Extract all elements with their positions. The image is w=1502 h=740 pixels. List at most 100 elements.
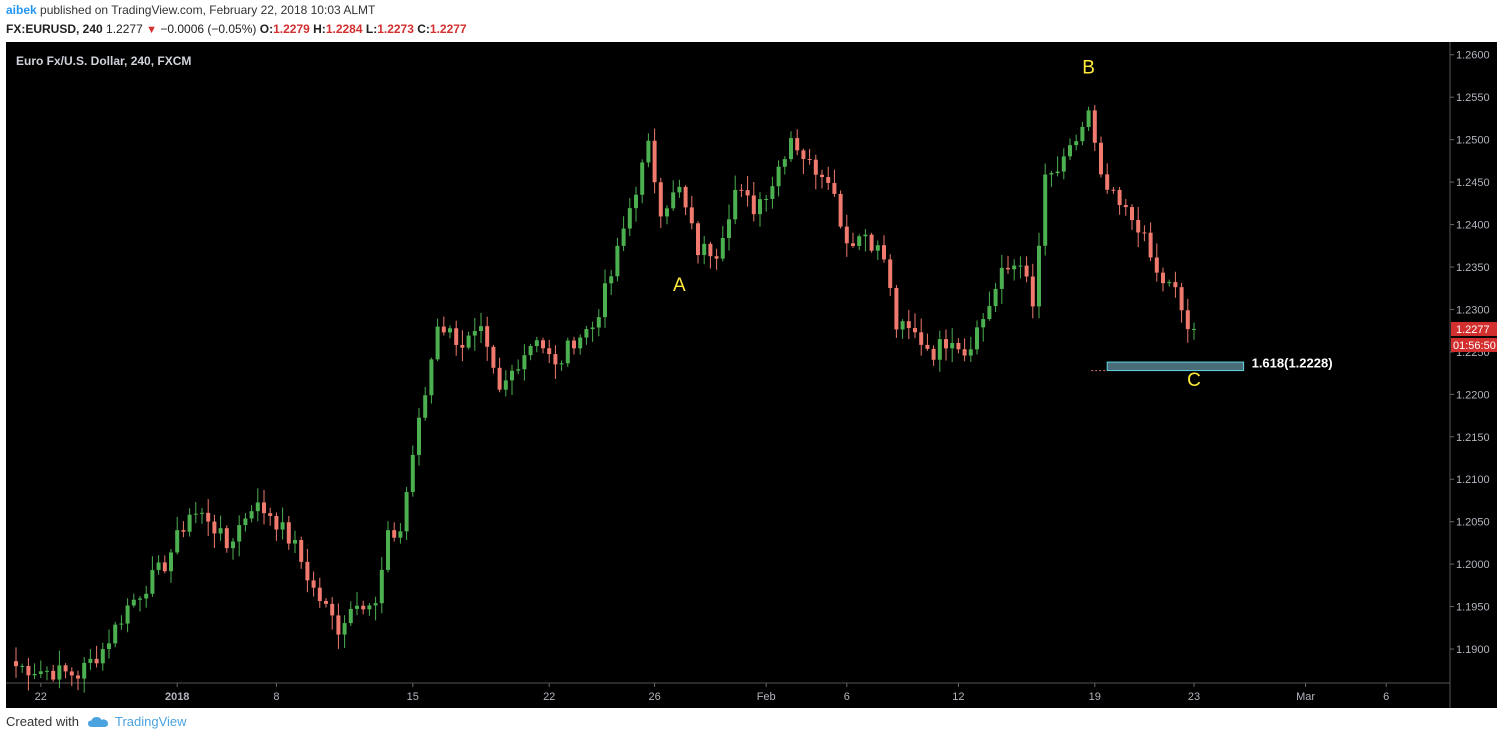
candle-body[interactable] — [324, 600, 328, 604]
candle-body[interactable] — [572, 340, 576, 349]
candle-body[interactable] — [348, 608, 353, 624]
candle-body[interactable] — [38, 671, 43, 674]
candle-body[interactable] — [708, 243, 713, 257]
candle-body[interactable] — [993, 288, 998, 307]
candle-body[interactable] — [1006, 267, 1010, 270]
candle-body[interactable] — [330, 603, 335, 616]
candle-body[interactable] — [1111, 189, 1116, 191]
candle-body[interactable] — [379, 569, 384, 604]
candle-body[interactable] — [274, 515, 279, 530]
candle-body[interactable] — [937, 339, 942, 360]
candle-body[interactable] — [999, 267, 1004, 289]
candle-body[interactable] — [962, 349, 967, 356]
candle-body[interactable] — [689, 207, 694, 224]
candle-body[interactable] — [603, 283, 607, 318]
candle-body[interactable] — [144, 593, 149, 599]
candle-body[interactable] — [237, 525, 242, 542]
candle-body[interactable] — [1154, 257, 1159, 273]
candle-body[interactable] — [156, 562, 161, 571]
chart-container[interactable]: Euro Fx/U.S. Dollar, 240, FXCM 1.2600 1.2… — [6, 42, 1497, 708]
candle-body[interactable] — [51, 670, 56, 680]
candle-body[interactable] — [665, 208, 669, 217]
candle-body[interactable] — [1167, 282, 1172, 284]
candle-body[interactable] — [479, 326, 483, 332]
candle-body[interactable] — [293, 539, 297, 544]
candle-body[interactable] — [1018, 265, 1023, 267]
candle-body[interactable] — [20, 665, 25, 667]
candle-body[interactable] — [131, 599, 136, 606]
candle-body[interactable] — [1037, 245, 1041, 307]
candle-body[interactable] — [528, 346, 533, 356]
candle-body[interactable] — [559, 363, 564, 365]
candle-body[interactable] — [448, 328, 452, 333]
candle-body[interactable] — [615, 245, 620, 277]
candle-body[interactable] — [113, 624, 118, 644]
candle-body[interactable] — [925, 344, 930, 349]
candle-body[interactable] — [454, 328, 459, 345]
candle-body[interactable] — [596, 317, 601, 328]
candle-body[interactable] — [63, 665, 68, 672]
candle-body[interactable] — [1092, 110, 1097, 143]
candle-body[interactable] — [69, 671, 74, 676]
candle-body[interactable] — [882, 245, 886, 260]
candle-body[interactable] — [807, 159, 812, 161]
candle-body[interactable] — [417, 417, 421, 455]
candle-body[interactable] — [968, 349, 973, 356]
candle-body[interactable] — [702, 243, 707, 256]
candlestick-chart[interactable]: Euro Fx/U.S. Dollar, 240, FXCM 1.26001.2… — [6, 42, 1497, 708]
candle-body[interactable] — [460, 344, 465, 348]
candle-body[interactable] — [119, 623, 124, 625]
candle-body[interactable] — [906, 321, 911, 329]
candle-body[interactable] — [1185, 310, 1190, 330]
candle-body[interactable] — [1074, 141, 1079, 146]
candle-body[interactable] — [565, 340, 570, 364]
candle-body[interactable] — [888, 259, 893, 288]
candle-body[interactable] — [534, 340, 539, 347]
candle-body[interactable] — [770, 186, 775, 199]
candle-body[interactable] — [441, 326, 446, 333]
candle-body[interactable] — [789, 138, 793, 160]
candle-body[interactable] — [1130, 207, 1134, 220]
candle-body[interactable] — [355, 605, 359, 609]
candle-body[interactable] — [832, 182, 837, 194]
candle-body[interactable] — [1055, 171, 1060, 174]
candle-body[interactable] — [317, 587, 322, 601]
candle-body[interactable] — [627, 208, 632, 229]
candle-body[interactable] — [367, 605, 372, 610]
candle-body[interactable] — [392, 530, 397, 538]
candle-body[interactable] — [342, 623, 347, 635]
candle-body[interactable] — [813, 159, 818, 175]
candle-body[interactable] — [578, 337, 583, 349]
candle-body[interactable] — [107, 643, 111, 650]
candle-body[interactable] — [584, 329, 589, 338]
candle-body[interactable] — [175, 530, 180, 553]
candle-body[interactable] — [720, 238, 725, 259]
candle-body[interactable] — [243, 518, 248, 526]
candle-body[interactable] — [336, 615, 341, 635]
candle-body[interactable] — [857, 236, 862, 246]
candle-body[interactable] — [875, 245, 880, 251]
candle-body[interactable] — [739, 189, 744, 191]
candle-body[interactable] — [776, 166, 781, 187]
candle-body[interactable] — [696, 223, 700, 256]
candle-body[interactable] — [14, 661, 18, 667]
candle-body[interactable] — [305, 561, 310, 581]
candle-body[interactable] — [466, 335, 471, 348]
candle-body[interactable] — [1061, 156, 1066, 172]
candle-body[interactable] — [206, 512, 211, 522]
candle-body[interactable] — [1179, 287, 1184, 311]
candle-body[interactable] — [231, 541, 235, 549]
candle-body[interactable] — [491, 346, 496, 368]
candle-body[interactable] — [503, 380, 508, 390]
author-link[interactable]: aibek — [6, 3, 37, 17]
candle-body[interactable] — [1123, 205, 1128, 208]
candle-body[interactable] — [1024, 265, 1029, 277]
candle-body[interactable] — [169, 552, 173, 572]
candle-body[interactable] — [646, 140, 651, 163]
candle-body[interactable] — [497, 367, 502, 390]
candle-body[interactable] — [894, 287, 899, 330]
candle-body[interactable] — [280, 522, 285, 530]
candle-body[interactable] — [125, 605, 130, 624]
candle-body[interactable] — [200, 512, 204, 514]
candle-body[interactable] — [26, 665, 31, 676]
